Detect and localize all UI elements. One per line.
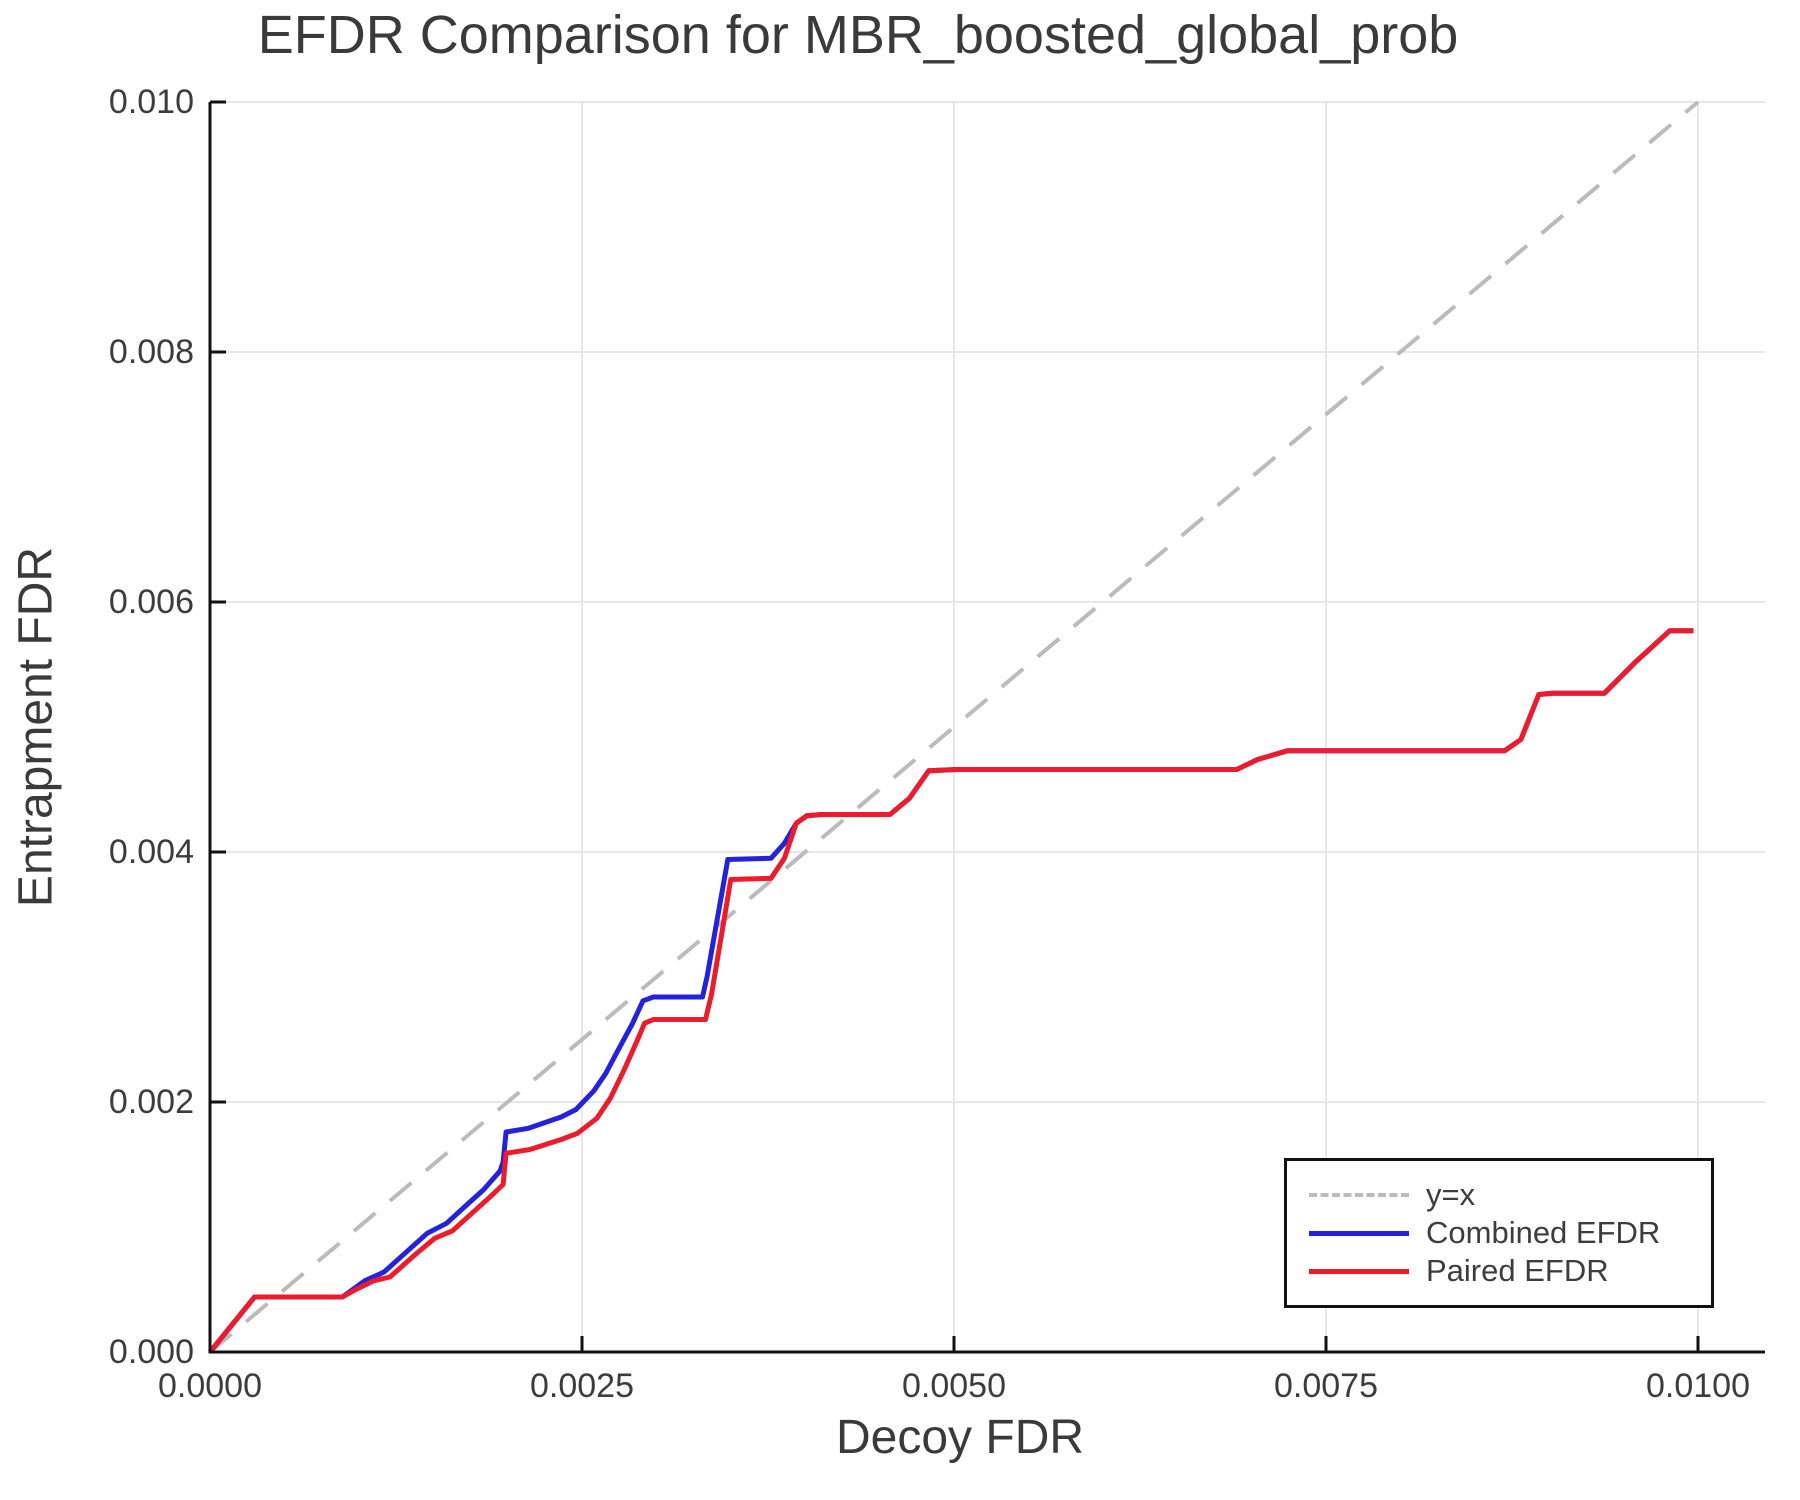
- chart-title: EFDR Comparison for MBR_boosted_global_p…: [257, 5, 1459, 65]
- y-tick-label: 0.006: [108, 583, 194, 621]
- y-tick-label: 0.008: [108, 333, 194, 371]
- y-tick-label: 0.002: [108, 1083, 194, 1121]
- y-tick-label: 0.010: [108, 83, 194, 121]
- legend-label: Paired EFDR: [1426, 1253, 1609, 1288]
- series-line-y-x: [208, 100, 1700, 1354]
- series-line-paired-efdr: [208, 628, 1694, 1354]
- blue-line-swatch: [1309, 1230, 1409, 1236]
- x-tick-label: 0.0075: [1274, 1367, 1378, 1405]
- legend-entry-identity: y=x: [1287, 1176, 1711, 1214]
- legend-label: y=x: [1426, 1177, 1476, 1212]
- x-tick-label: 0.0100: [1646, 1367, 1750, 1405]
- legend-entry-combined-efdr: Combined EFDR: [1287, 1214, 1711, 1252]
- legend-entry-paired-efdr: Paired EFDR: [1287, 1252, 1711, 1290]
- y-tick-label: 0.004: [108, 833, 194, 871]
- x-tick-label: 0.0050: [902, 1367, 1006, 1405]
- x-tick-label: 0.0025: [530, 1367, 634, 1405]
- y-tick-label: 0.000: [108, 1333, 194, 1371]
- red-line-swatch: [1309, 1268, 1409, 1274]
- legend-label: Combined EFDR: [1426, 1215, 1661, 1250]
- dashed-line-swatch: [1309, 1193, 1409, 1197]
- x-axis-title: Decoy FDR: [835, 1411, 1085, 1464]
- x-tick-label: 0.0000: [158, 1367, 262, 1405]
- y-axis-title: Entrapment FDR: [9, 546, 63, 908]
- legend: y=x Combined EFDR Paired EFDR: [1284, 1158, 1714, 1308]
